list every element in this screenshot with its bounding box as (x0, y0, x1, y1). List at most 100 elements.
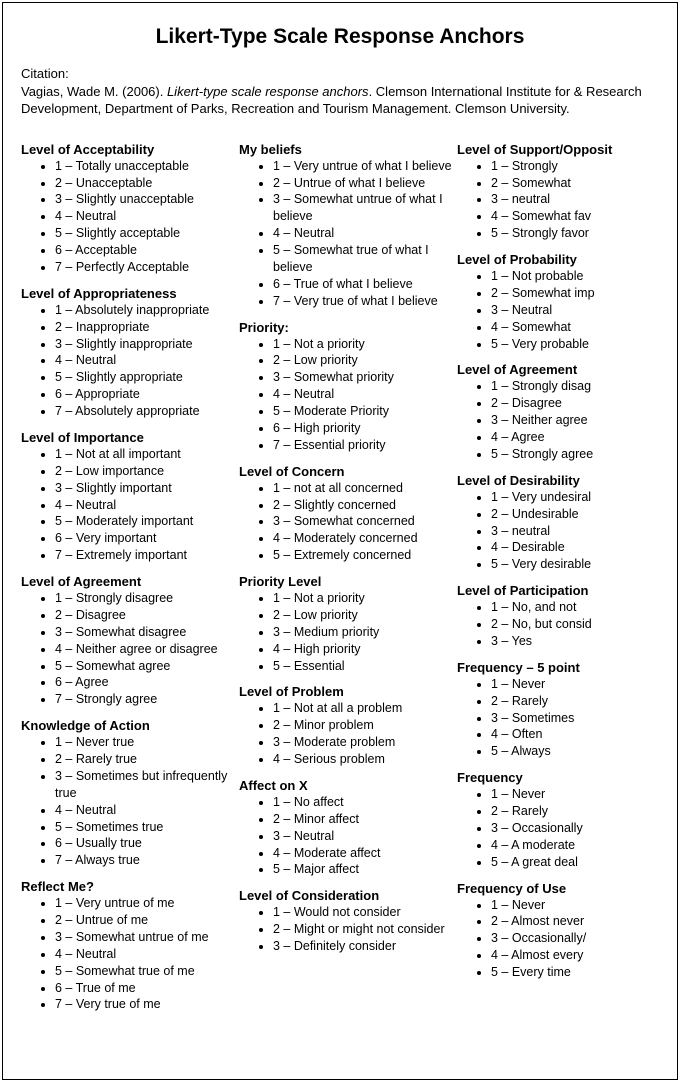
scale-item: 4 – Neutral (55, 946, 239, 963)
scale-item: 1 – Not a priority (273, 590, 457, 607)
scale-items: 1 – No affect2 – Minor affect3 – Neutral… (239, 794, 457, 878)
scale-item: 4 – Moderately concerned (273, 530, 457, 547)
scale-items: 1 – Never true2 – Rarely true3 – Sometim… (21, 734, 239, 869)
scale-item: 2 – Disagree (55, 607, 239, 624)
scale-item: 4 – High priority (273, 641, 457, 658)
section-title: Level of Importance (21, 430, 239, 445)
scale-items: 1 – Not a priority2 – Low priority3 – Me… (239, 590, 457, 674)
scale-item: 2 – Disagree (491, 395, 657, 412)
section-title: Level of Support/Opposit (457, 142, 657, 157)
scale-item: 2 – Untrue of what I believe (273, 175, 457, 192)
scale-item: 2 – Slightly concerned (273, 497, 457, 514)
section-title: Priority: (239, 320, 457, 335)
scale-items: 1 – Never2 – Almost never3 – Occasionall… (457, 897, 657, 981)
section-title: Level of Desirability (457, 473, 657, 488)
scale-item: 3 – Occasionally (491, 820, 657, 837)
scale-item: 1 – Not a priority (273, 336, 457, 353)
column-3: Level of Support/Opposit1 – Strongly2 – … (457, 142, 657, 1024)
scale-item: 1 – Strongly disagree (55, 590, 239, 607)
scale-item: 1 – Very undesiral (491, 489, 657, 506)
scale-item: 5 – Slightly acceptable (55, 225, 239, 242)
section-title: Level of Participation (457, 583, 657, 598)
scale-item: 4 – Serious problem (273, 751, 457, 768)
scale-item: 4 – Neither agree or disagree (55, 641, 239, 658)
scale-item: 4 – Agree (491, 429, 657, 446)
scale-item: 1 – Never (491, 786, 657, 803)
scale-item: 5 – Moderate Priority (273, 403, 457, 420)
scale-item: 1 – Would not consider (273, 904, 457, 921)
scale-item: 2 – Rarely (491, 803, 657, 820)
section-title: Frequency – 5 point (457, 660, 657, 675)
scale-section: Level of Acceptability1 – Totally unacce… (21, 142, 239, 276)
scale-item: 7 – Very true of what I believe (273, 293, 457, 310)
scale-items: 1 – not at all concerned2 – Slightly con… (239, 480, 457, 564)
scale-item: 4 – Neutral (55, 208, 239, 225)
scale-item: 1 – Strongly disag (491, 378, 657, 395)
scale-item: 7 – Very true of me (55, 996, 239, 1013)
scale-section: Level of Importance1 – Not at all import… (21, 430, 239, 564)
scale-section: Knowledge of Action1 – Never true2 – Rar… (21, 718, 239, 869)
scale-items: 1 – Strongly disagree2 – Disagree3 – Som… (21, 590, 239, 708)
scale-item: 3 – Somewhat disagree (55, 624, 239, 641)
scale-item: 6 – Acceptable (55, 242, 239, 259)
scale-item: 2 – Might or might not consider (273, 921, 457, 938)
scale-item: 5 – Strongly favor (491, 225, 657, 242)
section-title: Level of Appropriateness (21, 286, 239, 301)
scale-items: 1 – Would not consider2 – Might or might… (239, 904, 457, 955)
scale-item: 4 – A moderate (491, 837, 657, 854)
scale-item: 1 – Never true (55, 734, 239, 751)
scale-item: 3 – neutral (491, 523, 657, 540)
scale-item: 5 – Always (491, 743, 657, 760)
scale-section: Level of Problem1 – Not at all a problem… (239, 684, 457, 768)
section-title: Reflect Me? (21, 879, 239, 894)
scale-item: 1 – Absolutely inappropriate (55, 302, 239, 319)
scale-item: 2 – Low priority (273, 607, 457, 624)
scale-item: 3 – Somewhat concerned (273, 513, 457, 530)
scale-item: 5 – Extremely concerned (273, 547, 457, 564)
scale-item: 3 – Neither agree (491, 412, 657, 429)
scale-items: 1 – Never2 – Rarely3 – Sometimes4 – Ofte… (457, 676, 657, 760)
columns-container: Level of Acceptability1 – Totally unacce… (21, 142, 659, 1024)
scale-item: 1 – Never (491, 676, 657, 693)
scale-item: 3 – Somewhat priority (273, 369, 457, 386)
scale-item: 4 – Somewhat (491, 319, 657, 336)
scale-item: 1 – Not at all important (55, 446, 239, 463)
scale-item: 2 – Somewhat imp (491, 285, 657, 302)
section-title: Level of Consideration (239, 888, 457, 903)
scale-item: 5 – Moderately important (55, 513, 239, 530)
scale-section: My beliefs1 – Very untrue of what I beli… (239, 142, 457, 310)
scale-item: 3 – Moderate problem (273, 734, 457, 751)
section-title: Level of Probability (457, 252, 657, 267)
scale-section: Level of Support/Opposit1 – Strongly2 – … (457, 142, 657, 242)
scale-items: 1 – No, and not2 – No, but consid3 – Yes (457, 599, 657, 650)
section-title: Level of Concern (239, 464, 457, 479)
scale-item: 1 – Not at all a problem (273, 700, 457, 717)
scale-item: 6 – True of me (55, 980, 239, 997)
scale-section: Frequency of Use1 – Never2 – Almost neve… (457, 881, 657, 981)
page-title: Likert-Type Scale Response Anchors (21, 25, 659, 49)
scale-items: 1 – Very untrue of me2 – Untrue of me3 –… (21, 895, 239, 1013)
document-page: Likert-Type Scale Response Anchors Citat… (2, 2, 678, 1080)
scale-item: 5 – Every time (491, 964, 657, 981)
scale-item: 5 – A great deal (491, 854, 657, 871)
scale-item: 1 – not at all concerned (273, 480, 457, 497)
column-1: Level of Acceptability1 – Totally unacce… (21, 142, 239, 1024)
scale-item: 3 – Somewhat untrue of me (55, 929, 239, 946)
scale-item: 1 – No, and not (491, 599, 657, 616)
scale-section: Priority Level1 – Not a priority2 – Low … (239, 574, 457, 674)
scale-item: 2 – No, but consid (491, 616, 657, 633)
scale-item: 2 – Unacceptable (55, 175, 239, 192)
scale-item: 3 – Neutral (491, 302, 657, 319)
scale-section: Level of Concern1 – not at all concerned… (239, 464, 457, 564)
scale-item: 3 – Slightly unacceptable (55, 191, 239, 208)
scale-section: Level of Consideration1 – Would not cons… (239, 888, 457, 955)
scale-section: Level of Appropriateness1 – Absolutely i… (21, 286, 239, 420)
scale-item: 2 – Low priority (273, 352, 457, 369)
scale-item: 6 – Usually true (55, 835, 239, 852)
scale-item: 3 – Medium priority (273, 624, 457, 641)
scale-item: 2 – Somewhat (491, 175, 657, 192)
scale-item: 1 – Not probable (491, 268, 657, 285)
section-title: My beliefs (239, 142, 457, 157)
scale-item: 6 – Agree (55, 674, 239, 691)
section-title: Level of Agreement (457, 362, 657, 377)
